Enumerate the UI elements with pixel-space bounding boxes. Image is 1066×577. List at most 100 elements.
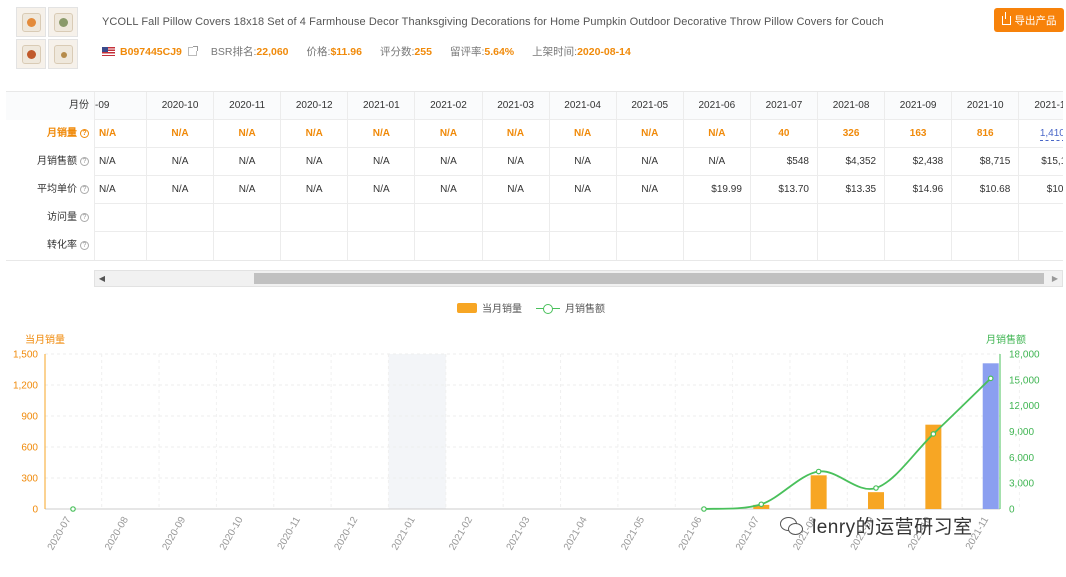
watermark: lenry的运营研习室 [780,512,973,539]
table-cell [548,232,616,260]
right-tick-label: 6,000 [1009,453,1034,464]
table-cell [951,232,1018,260]
pillow-pumpkin-icon [16,7,46,37]
help-icon[interactable]: ? [80,129,89,138]
table-cell: N/A [213,148,280,176]
launch-date-value: 2020-08-14 [577,45,631,58]
table-cell: $10.68 [951,176,1018,204]
table-cell: $10.76 [1018,176,1063,204]
export-icon [1001,11,1011,25]
line-point [758,501,765,508]
x-tick-label: 2021-05 [619,515,647,553]
table-cell: $19.99 [682,176,750,204]
table-cell [1018,204,1063,232]
table-cell: N/A [414,148,481,176]
table-cell [347,204,414,232]
table-cell: N/A [94,176,146,204]
wechat-icon [780,516,804,536]
row-label-visits: 访问量? [6,204,94,232]
scroll-right-icon[interactable]: ▶ [1051,274,1059,283]
table-cell: N/A [280,120,347,148]
table-cell: $548 [749,148,817,176]
table-cell: N/A [414,120,481,148]
table-cell [213,232,280,260]
legend-units-label[interactable]: 当月销量 [482,304,522,315]
month-header-cell: -09 [94,92,146,120]
table-cell: N/A [481,176,549,204]
right-tick-label: 18,000 [1009,350,1040,361]
export-product-button[interactable]: 导出产品 [994,8,1064,32]
table-cell: N/A [347,120,414,148]
help-icon[interactable]: ? [80,157,89,166]
month-header-cell: 2021-03 [481,92,549,120]
scrollbar-thumb[interactable] [254,273,1044,284]
help-icon[interactable]: ? [80,241,89,250]
bar-mark [810,475,827,509]
line-point [873,485,879,491]
left-tick-label: 0 [32,505,38,516]
table-cell: N/A [146,120,213,148]
line-point [701,506,707,512]
table-cell[interactable]: 1,410 [1018,120,1063,148]
x-tick-label: 2021-02 [447,515,475,553]
legend-line-swatch[interactable] [536,303,560,314]
month-header-cell: 2020-11 [213,92,280,120]
asin-link[interactable]: B097445CJ9 [120,45,182,58]
table-row: 转化率? [6,232,1063,260]
us-flag-icon [102,47,115,56]
scroll-left-icon[interactable]: ◀ [98,274,106,283]
month-header-cell: 2021-07 [749,92,817,120]
right-tick-label: 3,000 [1009,479,1034,490]
x-tick-label: 2021-04 [562,515,590,553]
table-row: 月销量? N/A N/A N/A N/A N/A N/A N/A N/A N/A N/A 40 326… [6,120,1063,148]
left-axis-title: 当月销量 [25,335,65,346]
reviews-value: 255 [414,45,432,58]
month-header-cell: 2020-10 [146,92,213,120]
bar-mark [868,492,885,509]
price-label: 价格: [306,46,331,58]
table-cell: 326 [817,120,884,148]
units-link[interactable]: 1,410 [1039,128,1063,141]
table-cell [94,232,146,260]
external-link-icon[interactable] [187,46,198,56]
month-header-cell: 2020-12 [280,92,347,120]
legend-revenue-label[interactable]: 月销售额 [565,304,605,315]
table-cell: N/A [615,148,683,176]
table-cell [548,204,616,232]
table-cell: N/A [94,120,146,148]
line-point [70,506,76,512]
right-tick-label: 15,000 [1009,375,1040,386]
table-horizontal-scrollbar[interactable]: ◀ ▶ [94,270,1063,287]
table-cell [213,204,280,232]
table-row: 月销售额? N/A N/A N/A N/A N/A N/A N/A N/A N/A N/A $548… [6,148,1063,176]
table-cell: N/A [280,148,347,176]
x-tick-label: 2021-06 [677,515,705,553]
left-tick-label: 900 [21,412,38,423]
table-cell [749,204,817,232]
x-tick-label: 2020-12 [333,515,361,553]
help-icon[interactable]: ? [80,213,89,222]
product-thumbnail[interactable] [16,7,78,69]
table-cell: N/A [481,120,549,148]
reviews-label: 评分数: [380,46,415,58]
table-cell [94,204,146,232]
table-cell [146,204,213,232]
month-header-cell: 2021-09 [884,92,951,120]
table-cell: N/A [94,148,146,176]
table-cell [615,204,683,232]
legend-bar-swatch[interactable] [457,302,477,313]
table-cell [347,232,414,260]
launch-date-label: 上架时间: [532,46,578,58]
table-cell [682,232,750,260]
table-cell: N/A [213,176,280,204]
left-tick-label: 1,500 [13,350,38,361]
table-cell: 40 [749,120,817,148]
month-header-cell: 2021-01 [347,92,414,120]
x-tick-label: 2020-10 [218,515,246,553]
table-cell: $13.35 [817,176,884,204]
x-tick-label: 2020-09 [160,515,188,553]
table-cell [817,232,884,260]
help-icon[interactable]: ? [80,185,89,194]
product-title[interactable]: YCOLL Fall Pillow Covers 18x18 Set of 4 … [102,16,884,28]
table-cell [280,204,347,232]
